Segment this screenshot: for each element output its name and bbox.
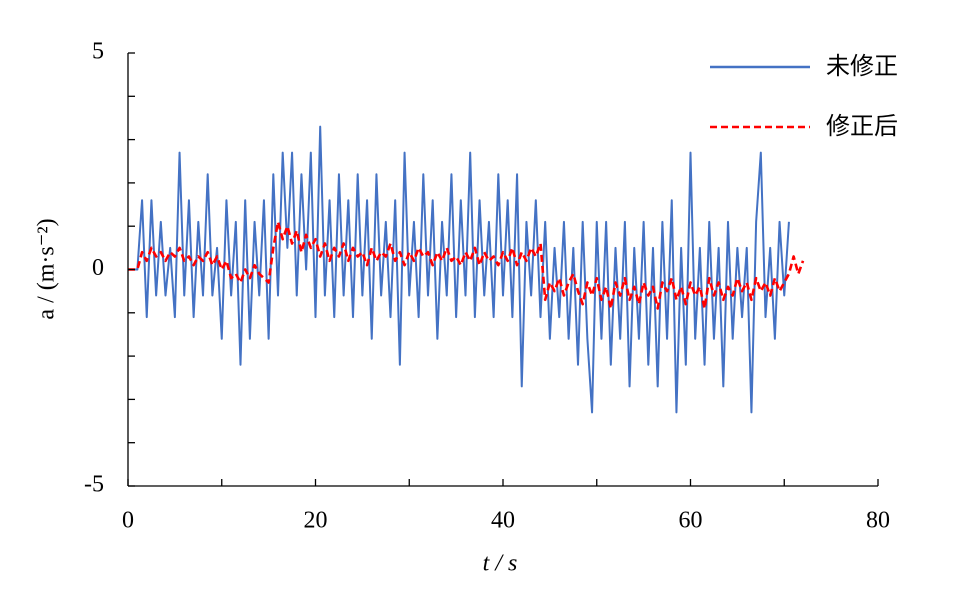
- y-axis-label: a / (m·s⁻²): [34, 218, 60, 319]
- legend-label: 修正后: [826, 112, 898, 140]
- y-tick-label: -5: [84, 472, 104, 498]
- legend-label: 未修正: [826, 52, 898, 80]
- x-tick-label: 80: [866, 508, 890, 534]
- x-tick-label: 20: [304, 508, 328, 534]
- x-tick-label: 0: [122, 508, 134, 534]
- x-tick-label: 40: [491, 508, 515, 534]
- y-tick-label: 5: [92, 39, 104, 65]
- y-tick-label: 0: [92, 255, 104, 281]
- x-axis-label: t / s: [483, 551, 518, 577]
- series-line: [128, 220, 805, 310]
- series-line: [128, 125, 790, 414]
- x-tick-label: 60: [679, 508, 703, 534]
